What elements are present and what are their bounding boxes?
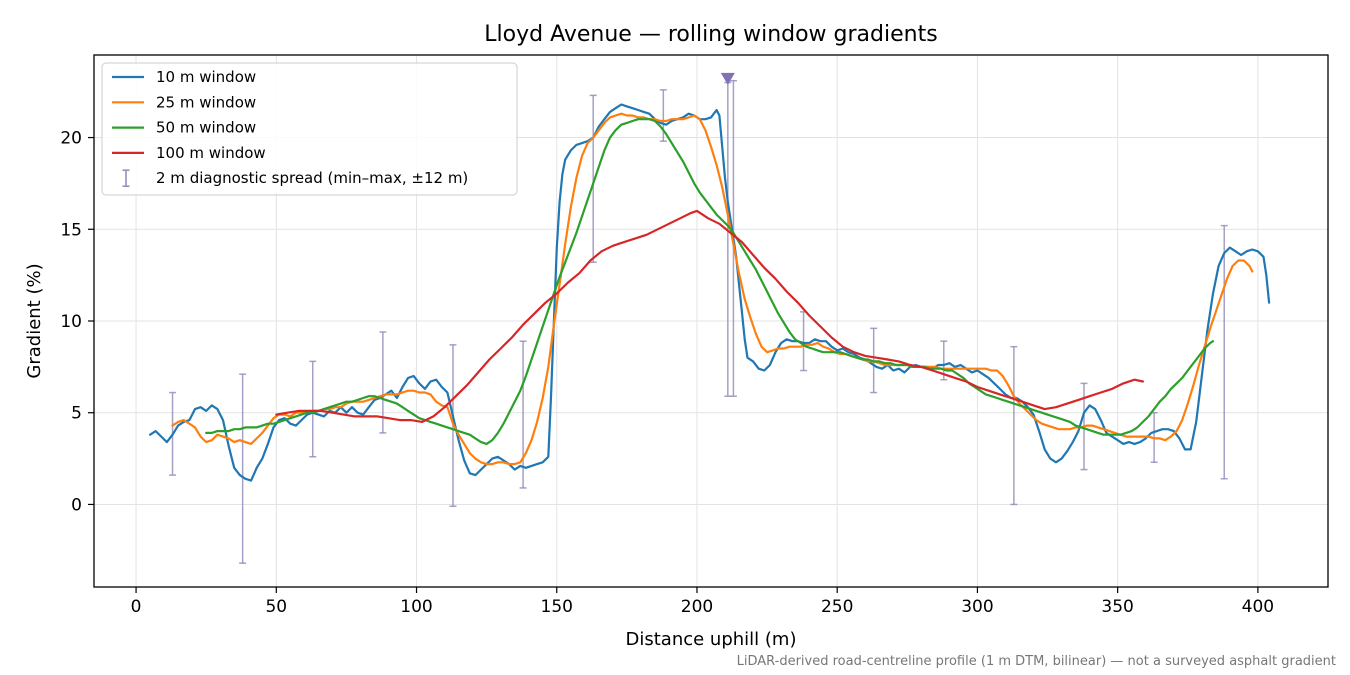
footnote: LiDAR-derived road-centreline profile (1… — [737, 654, 1336, 669]
legend-entry: 25 m window — [156, 93, 256, 111]
x-tick-label: 200 — [681, 597, 713, 617]
error-bars — [169, 79, 1228, 564]
peak-marker — [720, 72, 735, 85]
x-tick-label: 250 — [821, 597, 853, 617]
y-tick-label: 0 — [71, 495, 82, 515]
error-bar — [1010, 345, 1018, 506]
error-bar — [659, 89, 667, 142]
error-bar — [309, 360, 317, 458]
series-lines — [149, 103, 1271, 482]
chart-title: Lloyd Avenue — rolling window gradients — [484, 22, 937, 47]
legend-entry: 10 m window — [156, 68, 256, 86]
x-tick-label: 100 — [400, 597, 432, 617]
x-tick-label: 50 — [265, 597, 287, 617]
x-tick-label: 300 — [961, 597, 993, 617]
error-bar — [724, 81, 732, 397]
error-bar — [519, 340, 527, 489]
x-tick-label: 400 — [1242, 597, 1274, 617]
x-tick-label: 150 — [541, 597, 573, 617]
legend-entry: 50 m window — [156, 119, 256, 137]
y-axis-label: Gradient (%) — [24, 263, 45, 378]
y-tick-label: 5 — [71, 404, 82, 424]
series-line — [275, 209, 1144, 423]
legend-box — [101, 62, 518, 196]
peak-marker-triangle — [720, 72, 735, 85]
legend-entry: 100 m window — [156, 144, 266, 162]
x-tick-label: 0 — [131, 597, 142, 617]
y-tick-label: 15 — [60, 220, 82, 240]
x-tick-label: 350 — [1101, 597, 1133, 617]
error-bar — [1220, 224, 1228, 480]
series-line — [205, 118, 1215, 445]
y-tick-label: 20 — [60, 129, 82, 149]
error-bar — [379, 331, 387, 434]
y-tick-label: 10 — [60, 312, 82, 332]
legend: 10 m window 25 m window 50 m window 100 m w… — [101, 62, 518, 196]
x-axis-label: Distance uphill (m) — [626, 629, 797, 650]
error-bar — [589, 94, 597, 264]
error-bar — [239, 373, 247, 564]
legend-entry: 2 m diagnostic spread (min–max, ±12 m) — [156, 169, 468, 187]
axis-ticks: 0 50 100 150 200 250 300 350 400 0 5 10 15 20 — [60, 129, 1274, 617]
